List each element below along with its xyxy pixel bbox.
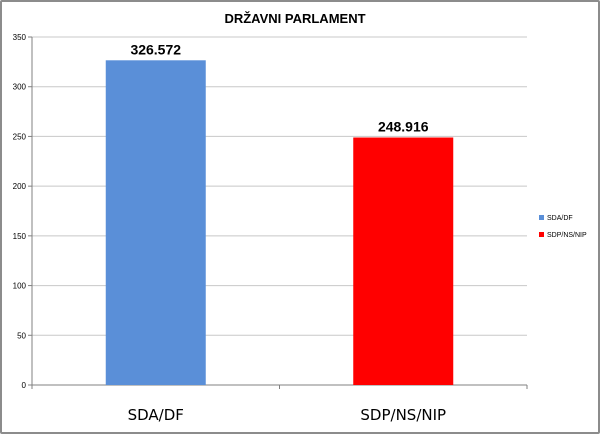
bar-sdp-ns-nip [353,137,454,385]
y-tick-label: 0 [22,381,27,390]
x-axis-categories: SDA/DF SDP/NS/NIP [128,406,446,424]
y-tick-label: 200 [13,182,27,191]
y-tick-label: 50 [17,331,26,340]
y-tick-label: 250 [13,132,27,141]
y-tick-label: 150 [13,232,27,241]
legend-entry: SDP/NS/NIP [547,232,587,239]
legend-swatch [539,232,544,237]
y-tick-label: 100 [13,282,27,291]
x-category-label: SDP/NS/NIP [360,406,446,424]
y-tick-label: 300 [13,83,27,92]
y-tick-label: 350 [13,33,27,42]
bar-sda-df [105,60,206,385]
bars [105,60,454,385]
legend-swatch [539,215,544,220]
data-label: 326.572 [130,41,181,57]
data-labels: 326.572 248.916 [130,41,428,134]
legend-entry: SDA/DF [547,215,573,222]
y-axis-ticks: 0 50 100 150 200 250 300 350 [13,33,27,390]
data-label: 248.916 [378,119,429,135]
chart-title: DRŽAVNI PARLAMENT [224,11,365,26]
x-category-label: SDA/DF [128,406,184,424]
legend: SDA/DF SDP/NS/NIP [539,215,587,239]
